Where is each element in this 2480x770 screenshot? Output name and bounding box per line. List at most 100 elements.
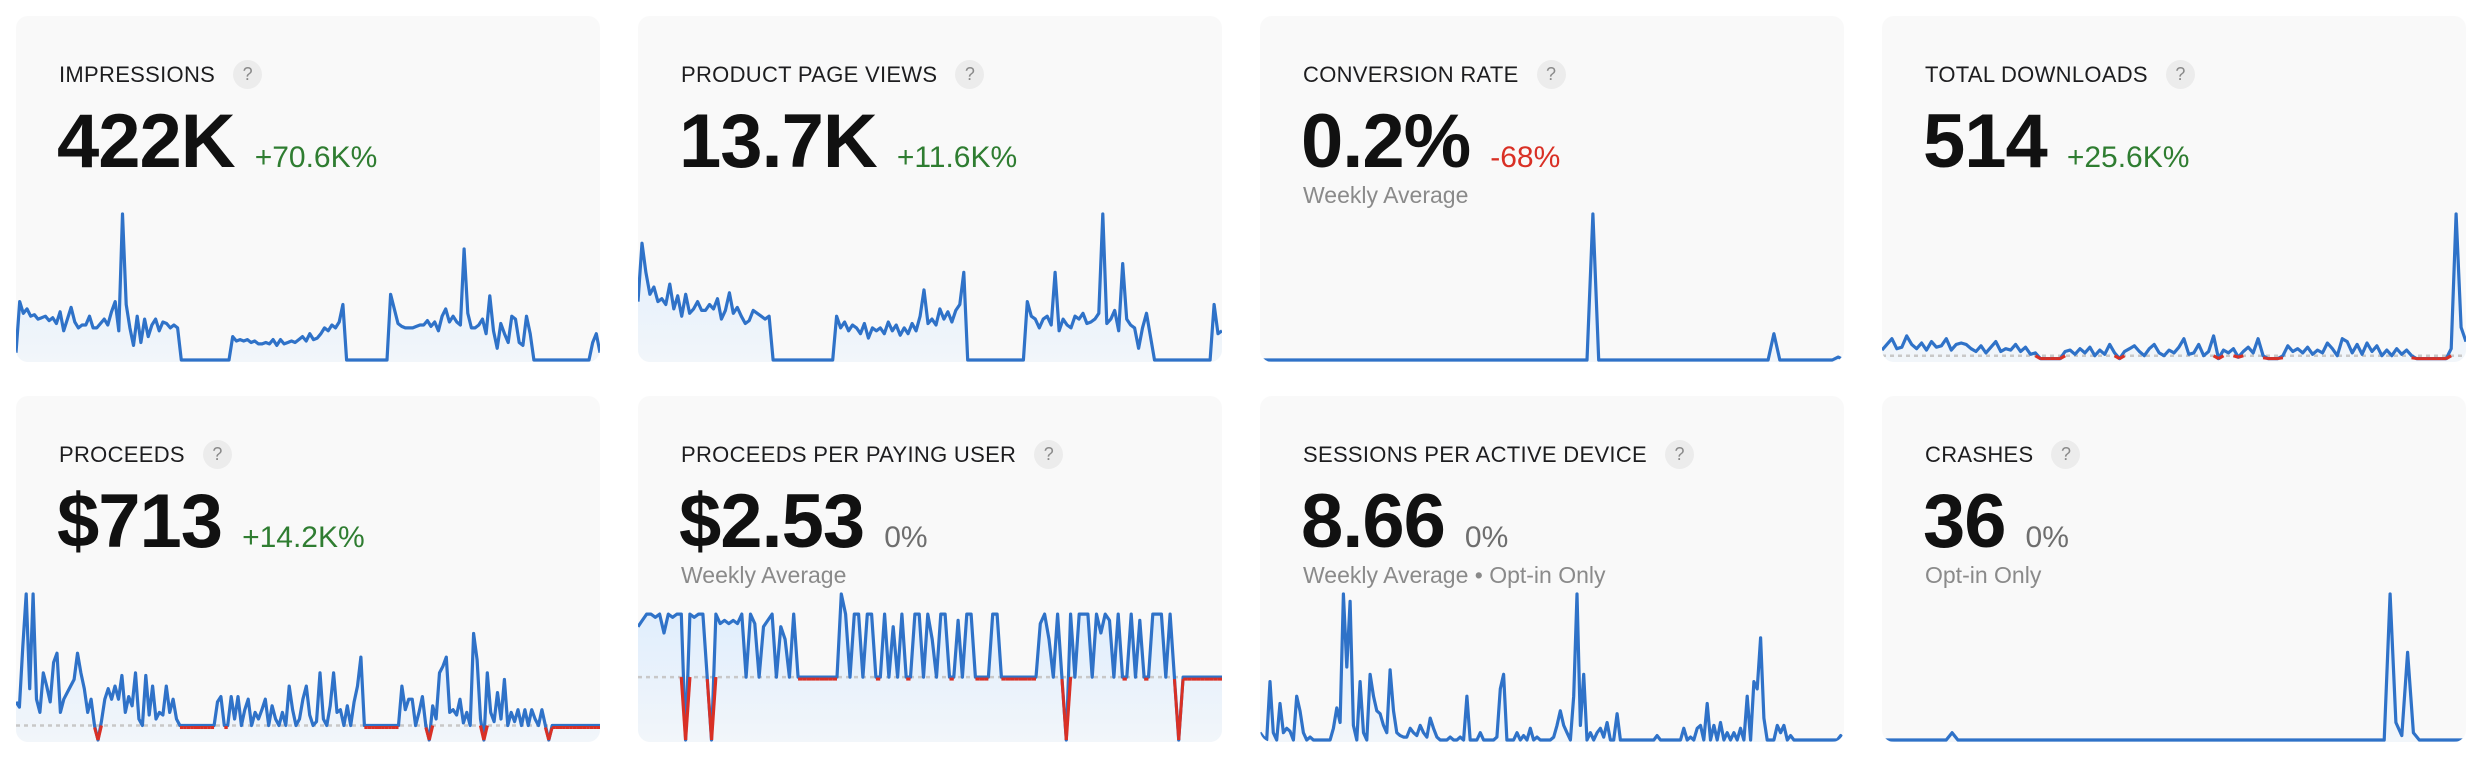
sparkline-chart — [638, 592, 1222, 742]
metric-header: PRODUCT PAGE VIEWS ? — [681, 60, 985, 89]
metric-header: CONVERSION RATE ? — [1303, 60, 1566, 89]
sparkline-area — [1260, 214, 1844, 362]
metric-delta: -68% — [1490, 141, 1561, 174]
negative-segment — [709, 676, 718, 741]
metric-value-row: 0.2% -68% — [1301, 98, 1560, 185]
sparkline-area — [638, 214, 1222, 362]
negative-segment — [2262, 356, 2269, 361]
metric-value: $713 — [57, 479, 223, 564]
metric-subtitle: Weekly Average — [1303, 182, 1469, 208]
negative-segment — [2445, 354, 2452, 360]
metric-card-crashes[interactable]: CRASHES ? 36 0% Opt-in Only — [1882, 396, 2466, 742]
metric-title: CONVERSION RATE — [1303, 61, 1519, 87]
negative-segment — [482, 725, 489, 741]
help-icon[interactable]: ? — [233, 60, 263, 89]
sparkline-line — [1882, 592, 2466, 742]
sparkline-line — [16, 212, 600, 362]
sparkline-line — [1260, 592, 1844, 742]
negative-segment — [2059, 354, 2066, 360]
metric-header: PROCEEDS PER PAYING USER ? — [681, 440, 1064, 469]
metric-subtitle: Opt-in Only — [1925, 562, 2042, 588]
help-icon[interactable]: ? — [202, 440, 232, 469]
negative-segment — [2113, 354, 2121, 360]
sparkline-area — [638, 594, 1222, 742]
metric-title: CRASHES — [1925, 441, 2034, 467]
sparkline-line — [1882, 212, 2466, 361]
metric-value-row: 8.66 0% — [1301, 478, 1508, 565]
sparkline-chart — [1260, 212, 1844, 362]
metric-value: 0.2% — [1301, 99, 1471, 184]
sparkline-line — [16, 592, 600, 742]
metric-title: SESSIONS PER ACTIVE DEVICE — [1303, 441, 1648, 467]
metric-card-total-downloads[interactable]: TOTAL DOWNLOADS ? 514 +25.6K% — [1882, 16, 2466, 362]
metric-title: PRODUCT PAGE VIEWS — [681, 61, 938, 87]
sparkline-line — [1260, 212, 1844, 362]
negative-segment — [2237, 354, 2244, 359]
metric-value: 13.7K — [679, 99, 878, 184]
help-icon[interactable]: ? — [955, 60, 985, 89]
metric-header: IMPRESSIONS ? — [59, 60, 263, 89]
negative-segment — [547, 727, 554, 741]
metric-delta: +14.2K% — [242, 521, 365, 554]
metric-title: PROCEEDS — [59, 441, 185, 467]
metric-value-row: $2.53 0% — [679, 478, 928, 565]
metric-card-proceeds[interactable]: PROCEEDS ? $713 +14.2K% — [16, 396, 600, 742]
sparkline-chart — [16, 212, 600, 362]
metric-header: SESSIONS PER ACTIVE DEVICE ? — [1303, 440, 1695, 469]
metric-delta: +25.6K% — [2066, 141, 2190, 174]
metric-delta: +70.6K% — [254, 141, 378, 174]
sparkline-area — [1882, 594, 2466, 742]
negative-segment — [2277, 356, 2284, 361]
metric-value: 36 — [1923, 479, 2007, 564]
metric-delta: 0% — [884, 521, 928, 554]
negative-segment — [2118, 354, 2126, 360]
sparkline-chart — [16, 592, 600, 742]
metric-title: PROCEEDS PER PAYING USER — [681, 441, 1017, 467]
metric-delta: +11.6K% — [896, 141, 1018, 174]
metric-header: PROCEEDS ? — [59, 440, 232, 469]
negative-segment — [2411, 356, 2417, 361]
metric-card-conversion-rate[interactable]: CONVERSION RATE ? 0.2% -68% Weekly Avera… — [1260, 16, 1844, 362]
metric-value-row: 13.7K +11.6K% — [679, 98, 1017, 185]
metric-card-sessions-per-active-device[interactable]: SESSIONS PER ACTIVE DEVICE ? 8.66 0% Wee… — [1260, 396, 1844, 742]
metric-delta: 0% — [2025, 521, 2069, 554]
metric-value-row: 422K +70.6K% — [57, 98, 377, 185]
metric-value-row: $713 +14.2K% — [57, 478, 365, 565]
metric-subtitle: Weekly Average — [681, 562, 847, 588]
metric-value-row: 36 0% — [1923, 478, 2069, 565]
metric-header: TOTAL DOWNLOADS ? — [1925, 60, 2195, 89]
negative-segment — [96, 725, 103, 741]
metric-value: 514 — [1923, 99, 2048, 184]
metric-value: 8.66 — [1301, 479, 1446, 564]
help-icon[interactable]: ? — [1665, 440, 1695, 469]
sparkline-chart — [638, 212, 1222, 362]
metric-delta: 0% — [1464, 521, 1509, 554]
sparkline-chart — [1882, 212, 2466, 362]
metric-title: TOTAL DOWNLOADS — [1925, 61, 2148, 87]
sparkline-chart — [1260, 592, 1844, 742]
metric-title: IMPRESSIONS — [59, 61, 216, 87]
negative-segment — [427, 725, 435, 741]
help-icon[interactable]: ? — [1034, 440, 1064, 469]
negative-segment — [683, 676, 692, 741]
metric-card-impressions[interactable]: IMPRESSIONS ? 422K +70.6K% — [16, 16, 600, 362]
metric-card-product-page-views[interactable]: PRODUCT PAGE VIEWS ? 13.7K +11.6K% — [638, 16, 1222, 362]
negative-segment — [2212, 354, 2220, 360]
metric-value: $2.53 — [679, 479, 865, 564]
negative-segment — [1177, 678, 1185, 741]
help-icon[interactable]: ? — [2165, 60, 2195, 89]
help-icon[interactable]: ? — [2051, 440, 2081, 469]
metric-value: 422K — [57, 99, 236, 184]
metric-subtitle: Weekly Average • Opt-in Only — [1303, 562, 1606, 588]
negative-segment — [1064, 676, 1073, 741]
metric-header: CRASHES ? — [1925, 440, 2081, 469]
sparkline-chart — [1882, 592, 2466, 742]
help-icon[interactable]: ? — [1536, 60, 1566, 89]
sparkline-line — [638, 212, 1222, 362]
negative-segment — [2034, 354, 2042, 360]
negative-segment — [2232, 354, 2239, 359]
negative-segment — [2217, 354, 2225, 360]
metric-card-proceeds-per-paying-user[interactable]: PROCEEDS PER PAYING USER ? $2.53 0% Week… — [638, 396, 1222, 742]
sparkline-line — [638, 592, 1222, 742]
metric-value-row: 514 +25.6K% — [1923, 98, 2189, 185]
